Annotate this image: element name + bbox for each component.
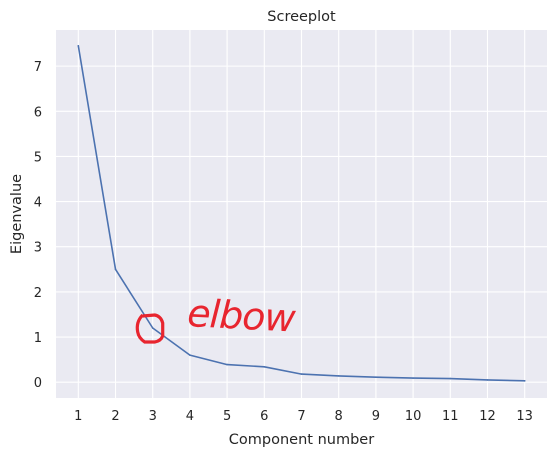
- data-point: [449, 377, 452, 380]
- y-tick-label: 1: [34, 331, 42, 346]
- x-tick-label: 2: [111, 409, 119, 424]
- data-point: [412, 377, 414, 379]
- x-tick-label: 11: [442, 409, 459, 424]
- data-point: [114, 268, 117, 271]
- elbow-annotation-text: elbow: [186, 291, 297, 341]
- x-tick-label: 13: [516, 409, 533, 424]
- data-point: [226, 363, 228, 366]
- data-point: [523, 380, 526, 382]
- x-tick-label: 5: [223, 409, 231, 424]
- y-tick-label: 0: [34, 376, 42, 391]
- y-tick-label: 3: [34, 241, 42, 256]
- x-tick-label: 3: [149, 409, 157, 424]
- x-tick-label: 7: [297, 409, 305, 424]
- y-tick-label: 6: [34, 105, 42, 120]
- data-point: [300, 373, 303, 375]
- data-point: [486, 379, 489, 381]
- data-point: [375, 376, 377, 379]
- chart-title: Screeplot: [267, 9, 336, 25]
- x-tick-label: 9: [372, 409, 380, 424]
- data-point: [151, 327, 154, 329]
- x-tick-label: 6: [260, 409, 268, 424]
- data-point: [77, 45, 80, 47]
- y-tick-label: 4: [34, 196, 42, 211]
- x-tick-label: 10: [405, 409, 422, 424]
- x-tick-label: 8: [335, 409, 343, 424]
- y-tick-label: 7: [34, 60, 42, 75]
- x-axis-label: Component number: [229, 432, 374, 448]
- data-point: [263, 366, 266, 368]
- y-tick-label: 5: [34, 150, 42, 165]
- x-tick-label: 4: [186, 409, 194, 424]
- x-tick-label: 1: [74, 409, 82, 424]
- data-point: [337, 375, 340, 377]
- data-points: [77, 45, 526, 382]
- data-point: [189, 354, 191, 356]
- grid-lines: [56, 30, 547, 398]
- y-tick-label: 2: [34, 286, 42, 301]
- x-tick-label: 12: [479, 409, 496, 424]
- y-axis-label: Eigenvalue: [9, 174, 25, 254]
- elbow-circle-mark: [135, 313, 165, 344]
- elbow-annotation: elbow: [135, 291, 298, 344]
